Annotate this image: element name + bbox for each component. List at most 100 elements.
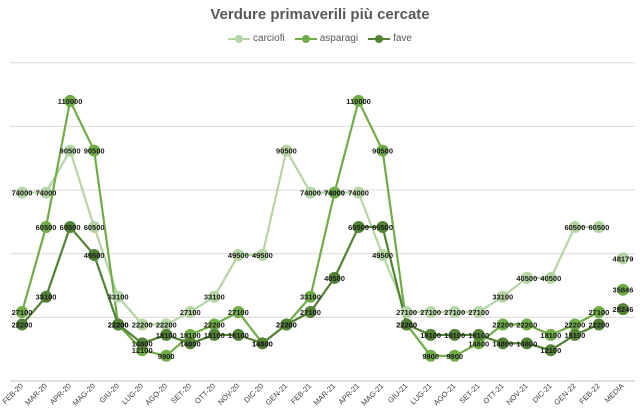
x-tick-label: MAG-20 [71, 381, 97, 407]
data-label-asparagi: 27100 [589, 308, 610, 317]
data-point-fave [376, 220, 389, 233]
data-label-carciofi: 60500 [564, 223, 585, 232]
data-point-fave [472, 328, 485, 341]
data-label-carciofi: 22200 [132, 320, 153, 329]
data-point-carciofi [64, 144, 77, 157]
data-point-asparagi [184, 328, 197, 341]
data-label-fave: 14800 [492, 339, 513, 348]
data-point-carciofi [256, 248, 269, 261]
data-label-fave: 49500 [84, 251, 105, 260]
data-point-carciofi [304, 186, 317, 199]
data-label-carciofi: 40500 [516, 274, 537, 283]
data-label-carciofi: 49500 [372, 251, 393, 260]
data-label-carciofi: 48179 [613, 254, 634, 263]
data-label-asparagi: 22200 [516, 320, 537, 329]
data-point-fave [424, 328, 437, 341]
data-point-carciofi [280, 144, 293, 157]
data-label-carciofi: 60500 [84, 223, 105, 232]
data-point-fave [184, 337, 197, 350]
data-point-carciofi [448, 305, 461, 318]
x-tick-label: FEB-22 [577, 381, 601, 405]
data-point-asparagi [40, 220, 53, 233]
x-tick-label: MAR-21 [312, 381, 338, 407]
data-label-carciofi: 49500 [228, 251, 249, 260]
data-label-asparagi: 74000 [324, 189, 345, 198]
data-point-fave [520, 337, 533, 350]
x-tick-label: MAG-21 [359, 381, 385, 407]
data-point-asparagi [616, 283, 629, 296]
data-label-fave: 60500 [372, 223, 393, 232]
data-point-fave [16, 318, 29, 331]
data-label-asparagi: 22200 [108, 320, 129, 329]
data-point-fave [400, 318, 413, 331]
data-point-carciofi [40, 186, 53, 199]
data-label-asparagi: 60500 [36, 223, 57, 232]
x-tick-label: OTT-20 [193, 381, 217, 405]
data-label-asparagi: 14800 [468, 339, 489, 348]
data-label-fave: 22200 [108, 320, 129, 329]
data-label-fave: 18100 [564, 331, 585, 340]
data-point-asparagi [208, 318, 221, 331]
data-label-fave: 18100 [420, 331, 441, 340]
legend-item-carciofi: carciofi [228, 33, 285, 44]
data-label-carciofi: 33100 [204, 293, 225, 302]
data-point-asparagi [424, 349, 437, 362]
legend-label-fave: fave [393, 33, 412, 44]
data-label-asparagi: 22200 [492, 320, 513, 329]
data-label-fave: 14800 [180, 339, 201, 348]
data-point-carciofi [112, 290, 125, 303]
data-point-carciofi [472, 305, 485, 318]
x-tick-label: MAR-20 [23, 381, 49, 407]
legend-swatch-asparagi [294, 34, 317, 44]
x-tick-label: MEDIA [603, 381, 626, 404]
data-label-asparagi: 18100 [180, 331, 201, 340]
data-point-fave [592, 318, 605, 331]
data-label-fave: 14800 [516, 339, 537, 348]
legend-swatch-carciofi [228, 34, 251, 44]
data-label-carciofi: 27100 [444, 308, 465, 317]
data-label-asparagi: 22200 [204, 320, 225, 329]
x-tick-label: SET-21 [458, 381, 482, 405]
data-point-fave [136, 337, 149, 350]
x-tick-label: SET-20 [169, 381, 193, 405]
data-point-carciofi [616, 252, 629, 265]
data-point-asparagi [352, 94, 365, 107]
data-point-asparagi [232, 305, 245, 318]
data-point-carciofi [352, 186, 365, 199]
data-point-asparagi [64, 94, 77, 107]
data-label-fave: 28246 [613, 305, 634, 314]
data-point-asparagi [88, 144, 101, 157]
data-point-asparagi [448, 349, 461, 362]
data-label-asparagi: 27100 [228, 308, 249, 317]
data-point-carciofi [88, 220, 101, 233]
x-tick-label: APR-20 [48, 381, 73, 406]
data-label-fave: 40500 [324, 274, 345, 283]
legend: carciofi asparagi fave [0, 33, 640, 44]
data-label-fave: 18100 [444, 331, 465, 340]
data-point-fave [496, 337, 509, 350]
data-label-asparagi: 9900 [158, 352, 175, 361]
data-label-fave: 22200 [12, 320, 33, 329]
legend-label-asparagi: asparagi [319, 33, 359, 44]
data-point-fave [160, 328, 173, 341]
data-label-asparagi: 14800 [252, 339, 273, 348]
data-point-fave [232, 328, 245, 341]
data-label-carciofi: 90500 [60, 147, 81, 156]
x-tick-label: FEB-21 [289, 381, 313, 405]
data-label-asparagi: 27100 [12, 308, 33, 317]
x-tick-label: LUG-20 [120, 381, 145, 406]
data-point-fave [616, 303, 629, 316]
data-label-asparagi: 12100 [132, 346, 153, 355]
data-point-carciofi [496, 290, 509, 303]
x-tick-label: APR-21 [336, 381, 361, 406]
data-point-carciofi [232, 248, 245, 261]
data-point-carciofi [208, 290, 221, 303]
legend-item-asparagi: asparagi [294, 33, 359, 44]
x-tick-label: NOV-20 [216, 381, 241, 406]
data-point-fave [40, 290, 53, 303]
data-point-asparagi [376, 144, 389, 157]
data-point-carciofi [424, 305, 437, 318]
x-tick-label: GEN-22 [552, 381, 578, 407]
data-point-carciofi [160, 318, 173, 331]
